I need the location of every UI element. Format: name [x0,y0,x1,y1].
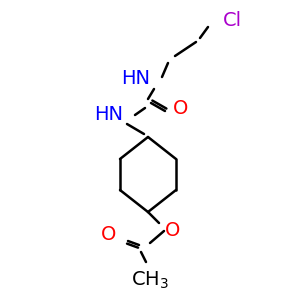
Text: HN: HN [121,68,150,88]
Text: O: O [165,220,181,239]
Text: CH$_3$: CH$_3$ [131,269,169,291]
Text: O: O [173,98,189,118]
Text: O: O [101,224,117,244]
Text: Cl: Cl [223,11,242,29]
Text: HN: HN [94,106,123,124]
